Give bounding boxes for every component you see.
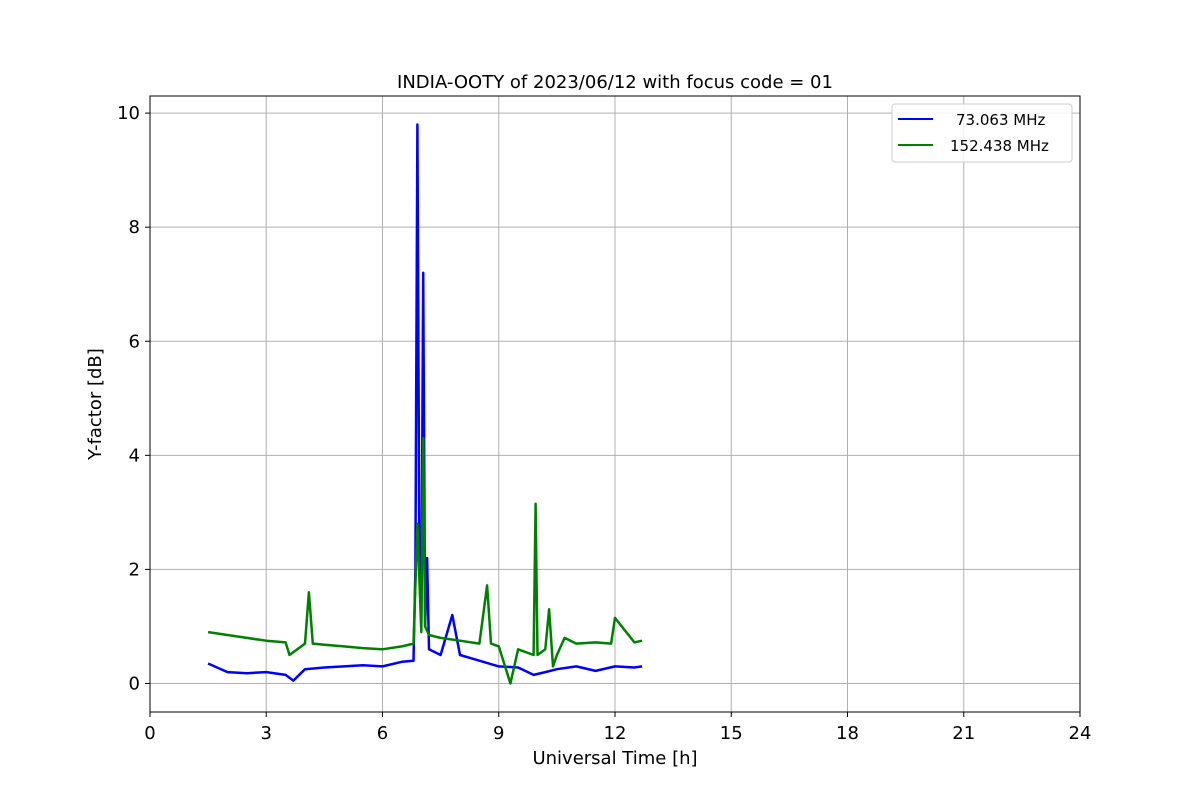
- legend-label-73: 73.063 MHz: [956, 111, 1045, 129]
- x-tick-label: 21: [952, 723, 975, 744]
- x-axis-ticks: 0 3 6 9 12 15 18 21 24: [144, 712, 1091, 744]
- x-tick-label: 24: [1069, 723, 1092, 744]
- series-line-1: [207, 436, 643, 685]
- x-tick-label: 9: [493, 723, 504, 744]
- y-tick-label: 0: [129, 673, 140, 694]
- series-layer: [207, 123, 643, 685]
- grid-lines: [149, 96, 1081, 712]
- y-tick-label: 6: [129, 331, 140, 352]
- x-tick-label: 12: [604, 723, 627, 744]
- legend-box: [891, 103, 1073, 163]
- legend: 73.063 MHz 152.438 MHz: [891, 103, 1073, 163]
- x-axis-label: Universal Time [h]: [532, 748, 697, 769]
- y-tick-label: 4: [129, 445, 140, 466]
- x-tick-label: 18: [836, 723, 859, 744]
- legend-label-152: 152.438 MHz: [950, 137, 1049, 155]
- y-tick-label: 10: [117, 103, 140, 124]
- x-tick-label: 6: [377, 723, 388, 744]
- y-axis-label: Y-factor [dB]: [85, 348, 106, 461]
- x-tick-label: 0: [144, 723, 155, 744]
- x-tick-label: 3: [261, 723, 272, 744]
- chart-title: INDIA-OOTY of 2023/06/12 with focus code…: [397, 72, 833, 93]
- y-tick-label: 8: [129, 217, 140, 238]
- x-tick-label: 15: [720, 723, 743, 744]
- y-tick-label: 2: [129, 559, 140, 580]
- series-line-0: [207, 123, 643, 682]
- y-axis-ticks: 0 2 4 6 8 10: [117, 103, 150, 694]
